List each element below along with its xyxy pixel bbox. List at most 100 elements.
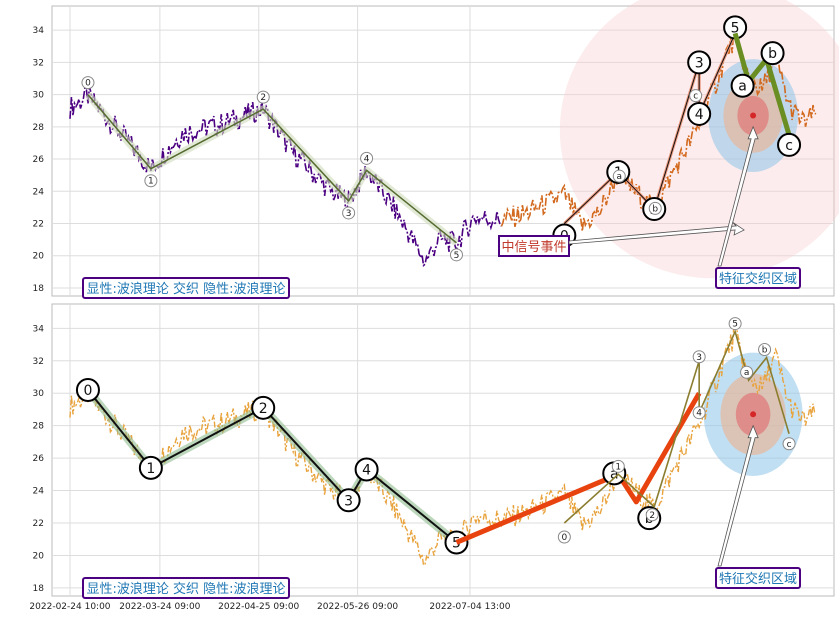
wave-main-marker-label: 3 xyxy=(346,209,352,219)
region-center-marker xyxy=(750,411,757,418)
wave-main-marker xyxy=(256,90,270,104)
wave-recent-marker-label: 3 xyxy=(695,55,704,71)
y-tick-label: 32 xyxy=(33,357,44,367)
wave-small-marker xyxy=(689,89,703,103)
wave-recent-marker xyxy=(687,101,712,126)
wave-red-marker-label: a xyxy=(610,466,619,482)
wave-small-marker-label: 5 xyxy=(732,320,738,330)
wave-correction-marker xyxy=(730,73,755,98)
method-annotation-box xyxy=(82,277,290,299)
wave-correction-marker-label: a xyxy=(738,79,747,95)
wave-main-marker xyxy=(144,174,158,188)
price-series xyxy=(69,85,503,268)
y-tick-label: 32 xyxy=(33,58,44,68)
region-arrow xyxy=(717,424,759,567)
wave-small-marker-label: b xyxy=(652,204,658,214)
method-annotation-label: 显性:波浪理论 交织 隐性:波浪理论 xyxy=(86,281,285,297)
wave-small-marker-label: 0 xyxy=(561,533,567,543)
wave-recent-marker-label: 5 xyxy=(731,20,740,36)
wave-main-marker-label: 2 xyxy=(259,401,268,417)
wave-correction-line xyxy=(732,32,792,136)
wave-small-marker xyxy=(645,508,659,522)
wave-main-marker xyxy=(138,455,163,480)
signal-event-box xyxy=(498,235,570,257)
wave-main-marker-label: 3 xyxy=(344,493,353,509)
wave-small-marker-label: c xyxy=(693,92,698,102)
wave-red-line xyxy=(455,391,702,545)
wave-main-marker xyxy=(342,206,356,220)
region-annotation-label: 特征交织区域 xyxy=(719,571,797,587)
x-tick-label: 2022-05-26 09:00 xyxy=(317,602,398,612)
region-annotation-label: 特征交织区域 xyxy=(719,271,797,287)
y-tick-label: 24 xyxy=(33,187,45,197)
wave-main-line xyxy=(87,94,457,244)
wave-small-marker-label: a xyxy=(744,368,750,378)
wave-main-marker-label: 4 xyxy=(362,462,371,478)
wave-main-marker-label: 1 xyxy=(146,461,155,477)
wave-main-marker-label: 4 xyxy=(364,154,370,164)
wave-small-marker-label: 3 xyxy=(696,353,702,363)
wave-small-marker-label: 4 xyxy=(696,409,702,419)
wave-main-marker xyxy=(336,488,361,513)
x-tick-label: 2022-03-24 09:00 xyxy=(119,602,200,612)
wave-recent-marker-label: 4 xyxy=(695,107,704,123)
wave-main-marker-label: 0 xyxy=(83,383,92,399)
y-tick-label: 24 xyxy=(33,487,45,497)
wave-main-marker xyxy=(354,457,379,482)
y-tick-label: 20 xyxy=(33,252,45,262)
y-tick-label: 20 xyxy=(33,551,45,561)
wave-small-marker xyxy=(692,350,706,364)
wave-small-marker-label: 1 xyxy=(615,462,621,472)
wave-main-line xyxy=(87,389,458,544)
wave-main-marker xyxy=(251,395,276,420)
wave-main-marker-label: 5 xyxy=(452,535,461,551)
y-tick-label: 18 xyxy=(33,584,45,594)
wave-main-marker xyxy=(360,151,374,165)
wave-main-marker xyxy=(449,248,463,262)
region-annotation-box xyxy=(715,567,801,589)
y-tick-label: 22 xyxy=(33,519,44,529)
y-tick-label: 30 xyxy=(33,91,45,101)
top-panel: 182022242628303234012345012345abcabc中信号事… xyxy=(33,0,839,299)
signal-arrow xyxy=(568,221,745,245)
wave-recent-inner xyxy=(563,33,736,224)
wave-main-marker-label: 0 xyxy=(85,79,91,89)
wave-small-marker xyxy=(740,365,754,379)
signal-event-label: 中信号事件 xyxy=(501,240,566,255)
y-tick-label: 28 xyxy=(33,123,45,133)
wave-main-marker xyxy=(81,76,95,90)
method-annotation-label: 显性:波浪理论 交织 隐性:波浪理论 xyxy=(86,581,285,597)
wave-small-marker xyxy=(758,343,772,357)
wave-small-marker-label: 2 xyxy=(649,511,655,521)
wave-small-marker xyxy=(557,530,571,544)
wave-small-marker xyxy=(782,437,796,451)
y-tick-label: 22 xyxy=(33,220,44,230)
y-tick-label: 26 xyxy=(33,155,45,165)
wave-correction-marker xyxy=(760,41,785,66)
method-annotation-box xyxy=(82,577,290,599)
wave-correction-marker-label: c xyxy=(785,138,793,154)
bottom-panel: 182022242628303234012345ab012345abc显性:波浪… xyxy=(33,303,835,599)
wave-main-marker xyxy=(75,377,100,402)
region-arrow xyxy=(717,125,759,267)
x-tick-label: 2022-07-04 13:00 xyxy=(429,602,510,612)
y-tick-label: 30 xyxy=(33,389,45,399)
y-tick-label: 34 xyxy=(33,324,45,334)
y-tick-label: 28 xyxy=(33,422,45,432)
wave-small-marker xyxy=(692,406,706,420)
wave-small-marker-label: a xyxy=(617,172,623,182)
wave-small-marker xyxy=(728,317,742,331)
x-tick-label: 2022-04-25 09:00 xyxy=(218,602,299,612)
wave-small-marker xyxy=(612,169,626,183)
wave-recent-marker xyxy=(687,50,712,75)
wave-correction-marker xyxy=(777,132,802,157)
y-tick-label: 26 xyxy=(33,454,45,464)
wave-main-marker-label: 2 xyxy=(260,93,266,103)
wave-small-marker-label: c xyxy=(787,440,792,450)
y-tick-label: 34 xyxy=(33,26,45,36)
region-annotation-box xyxy=(715,267,801,289)
wave-main-marker-label: 1 xyxy=(148,177,154,187)
wave-main-marker-label: 5 xyxy=(454,251,460,261)
